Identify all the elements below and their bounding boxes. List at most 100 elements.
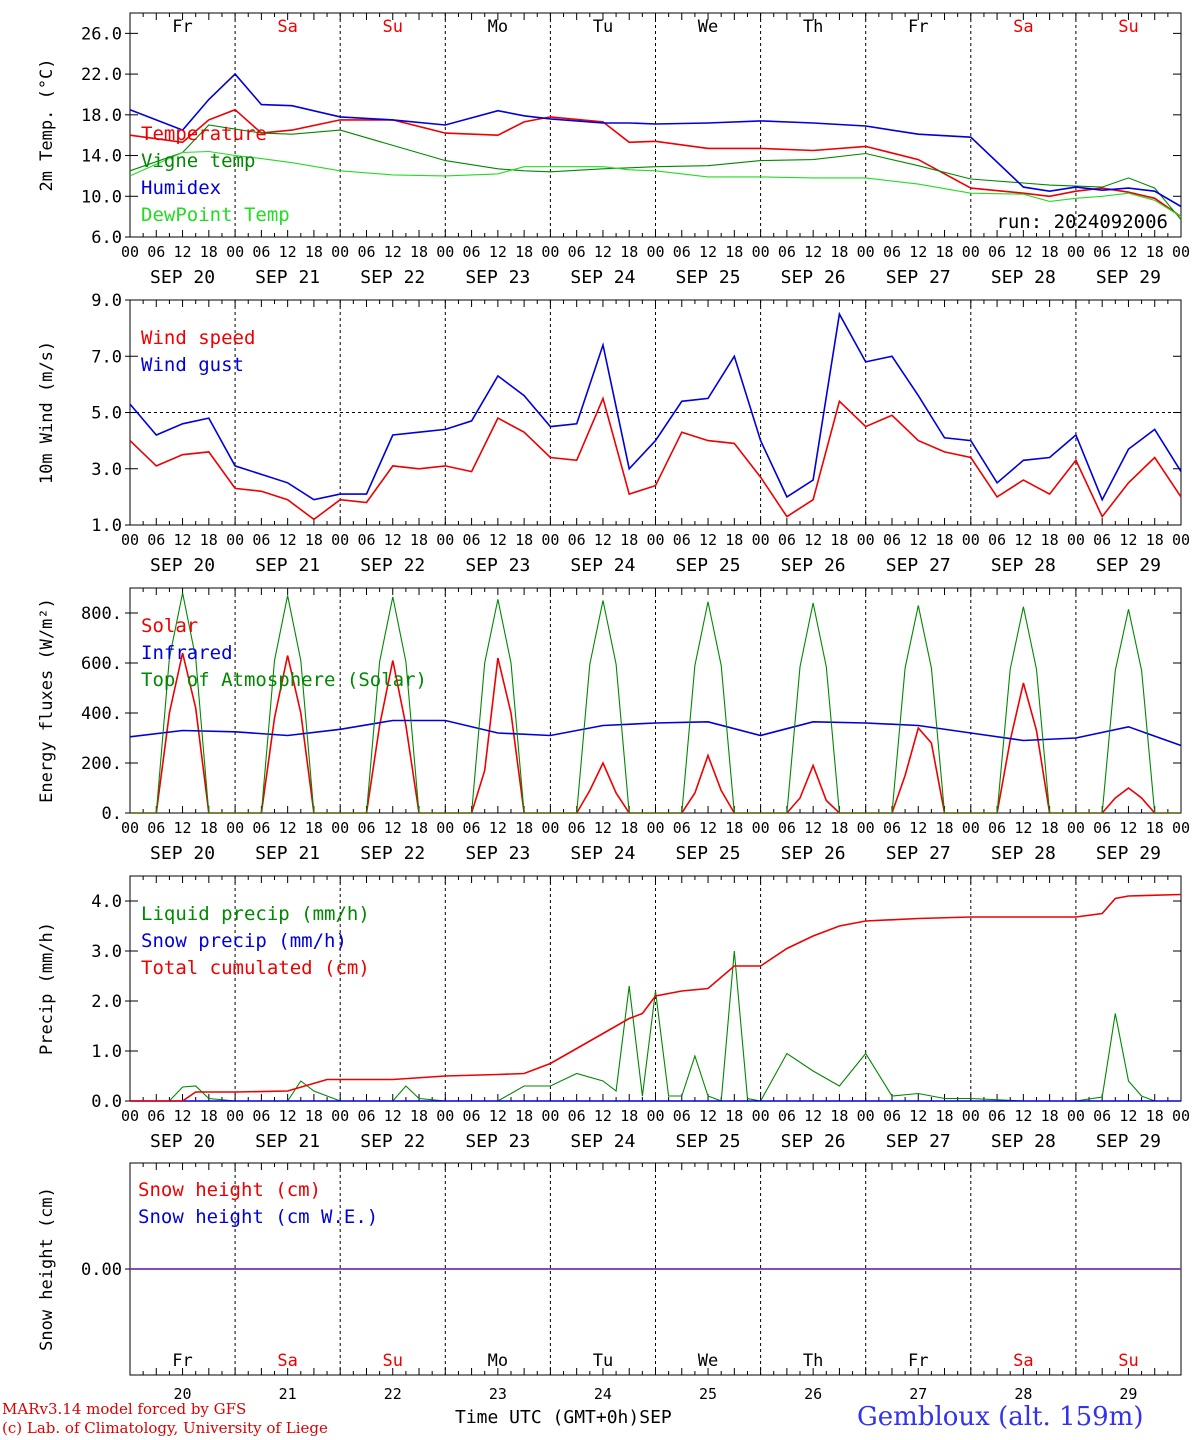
hour-tick-label: 06 bbox=[357, 1107, 375, 1125]
hour-tick-label: 00 bbox=[962, 819, 980, 837]
hour-tick-label: 06 bbox=[883, 819, 901, 837]
date-label: SEP 24 bbox=[570, 267, 635, 288]
series-line bbox=[130, 893, 1182, 1102]
day-number-label: 22 bbox=[384, 1385, 402, 1403]
day-abbr-label: Th bbox=[803, 1351, 823, 1371]
hour-tick-label: 18 bbox=[200, 531, 218, 549]
date-label: SEP 21 bbox=[255, 267, 320, 288]
hour-tick-label: 00 bbox=[857, 243, 875, 261]
hour-tick-label: 00 bbox=[436, 243, 454, 261]
hour-tick-label: 12 bbox=[699, 1107, 717, 1125]
credit-line-1: MARv3.14 model forced by GFS bbox=[2, 1400, 247, 1418]
hour-tick-label: 06 bbox=[463, 819, 481, 837]
date-label: SEP 29 bbox=[1096, 555, 1161, 576]
hour-tick-label: 00 bbox=[752, 1107, 770, 1125]
hour-tick-label: 06 bbox=[147, 1107, 165, 1125]
hour-tick-label: 06 bbox=[883, 243, 901, 261]
day-abbr-label: Th bbox=[803, 17, 823, 37]
date-label: SEP 28 bbox=[991, 555, 1056, 576]
hour-tick-label: 00 bbox=[436, 1107, 454, 1125]
hour-tick-label: 00 bbox=[857, 531, 875, 549]
hour-tick-label: 12 bbox=[279, 243, 297, 261]
hour-tick-label: 00 bbox=[646, 1107, 664, 1125]
hour-tick-label: 06 bbox=[673, 819, 691, 837]
hour-tick-label: 12 bbox=[594, 243, 612, 261]
hour-tick-label: 18 bbox=[935, 1107, 953, 1125]
hour-tick-label: 06 bbox=[988, 819, 1006, 837]
series-line bbox=[129, 150, 1182, 218]
hour-tick-label: 18 bbox=[1041, 1107, 1059, 1125]
day-number-label: 25 bbox=[699, 1385, 717, 1403]
hour-tick-label: 06 bbox=[147, 243, 165, 261]
y-tick-label: 3.0 bbox=[91, 942, 122, 962]
hour-tick-label: 00 bbox=[226, 243, 244, 261]
series-line bbox=[130, 950, 1181, 1102]
hour-tick-label: 12 bbox=[489, 1107, 507, 1125]
hour-tick-label: 00 bbox=[226, 819, 244, 837]
hour-tick-label: 12 bbox=[594, 531, 612, 549]
date-label: SEP 25 bbox=[676, 1131, 741, 1152]
day-number-label: 24 bbox=[594, 1385, 612, 1403]
panel-energy: 0. 200. 400. 600. 800. Energy fluxes (W/m²) 00… bbox=[37, 587, 1190, 864]
series-line bbox=[129, 719, 1182, 747]
hour-tick-label: 00 bbox=[962, 1107, 980, 1125]
hour-tick-label: 18 bbox=[830, 819, 848, 837]
hour-tick-label: 06 bbox=[778, 1107, 796, 1125]
day-abbr-label: Fr bbox=[172, 1351, 192, 1371]
hour-tick-label: 00 bbox=[226, 531, 244, 549]
y-tick-label: 600. bbox=[81, 654, 122, 674]
y-tick-label: 18.0 bbox=[81, 106, 122, 126]
hour-tick-label: 18 bbox=[1146, 531, 1164, 549]
day-abbr-label: Fr bbox=[908, 17, 928, 37]
y-tick-label: 0.0 bbox=[91, 1092, 122, 1112]
hour-tick-label: 12 bbox=[174, 531, 192, 549]
legend-entry: Top of Atmosphere (Solar) bbox=[141, 669, 427, 691]
hour-tick-label: 18 bbox=[305, 531, 323, 549]
day-abbr-label: We bbox=[698, 1351, 718, 1371]
hour-tick-label: 18 bbox=[620, 243, 638, 261]
hour-tick-label: 18 bbox=[515, 819, 533, 837]
hour-tick-label: 00 bbox=[1172, 1107, 1190, 1125]
hour-tick-label: 18 bbox=[725, 243, 743, 261]
date-label: SEP 26 bbox=[781, 843, 846, 864]
date-label: SEP 27 bbox=[886, 1131, 951, 1152]
hour-tick-label: 06 bbox=[988, 1107, 1006, 1125]
date-label: SEP 24 bbox=[570, 555, 635, 576]
series-line bbox=[130, 592, 1181, 814]
y-tick-label: 200. bbox=[81, 754, 122, 774]
hour-tick-label: 00 bbox=[541, 531, 559, 549]
hour-tick-label: 18 bbox=[410, 531, 428, 549]
hour-tick-label: 06 bbox=[883, 531, 901, 549]
hour-tick-label: 12 bbox=[699, 243, 717, 261]
y-tick-label: 0.00 bbox=[81, 1260, 122, 1280]
hour-tick-label: 00 bbox=[331, 531, 349, 549]
date-label: SEP 21 bbox=[255, 1131, 320, 1152]
hour-tick-label: 12 bbox=[174, 1107, 192, 1125]
hour-tick-label: 12 bbox=[174, 819, 192, 837]
hour-tick-label: 18 bbox=[410, 819, 428, 837]
hour-tick-label: 12 bbox=[909, 243, 927, 261]
date-label: SEP 27 bbox=[886, 267, 951, 288]
panel-temperature: 6.0 10.0 14.0 18.0 22.0 26.0 2m Temp. (°C) 00 06… bbox=[37, 12, 1190, 288]
y-axis-title: Energy fluxes (W/m²) bbox=[37, 598, 57, 803]
hour-tick-label: 18 bbox=[725, 819, 743, 837]
date-label: SEP 21 bbox=[255, 843, 320, 864]
legend-entry: Temperature bbox=[141, 123, 267, 145]
date-label: SEP 24 bbox=[570, 843, 635, 864]
hour-tick-label: 00 bbox=[857, 819, 875, 837]
hour-tick-label: 00 bbox=[1172, 819, 1190, 837]
hour-tick-label: 18 bbox=[515, 531, 533, 549]
y-axis-title: 10m Wind (m/s) bbox=[37, 341, 57, 484]
hour-tick-label: 18 bbox=[1041, 819, 1059, 837]
y-tick-label: 400. bbox=[81, 704, 122, 724]
hour-tick-label: 18 bbox=[935, 531, 953, 549]
date-label: SEP 25 bbox=[676, 267, 741, 288]
y-tick-label: 7.0 bbox=[91, 347, 122, 367]
hour-tick-label: 00 bbox=[541, 819, 559, 837]
hour-tick-label: 06 bbox=[568, 243, 586, 261]
hour-tick-label: 18 bbox=[410, 243, 428, 261]
credit-line-2: (c) Lab. of Climatology, University of L… bbox=[2, 1419, 328, 1437]
hour-tick-label: 18 bbox=[830, 531, 848, 549]
legend-entry: Snow precip (mm/h) bbox=[141, 930, 347, 952]
hour-tick-label: 18 bbox=[1146, 243, 1164, 261]
